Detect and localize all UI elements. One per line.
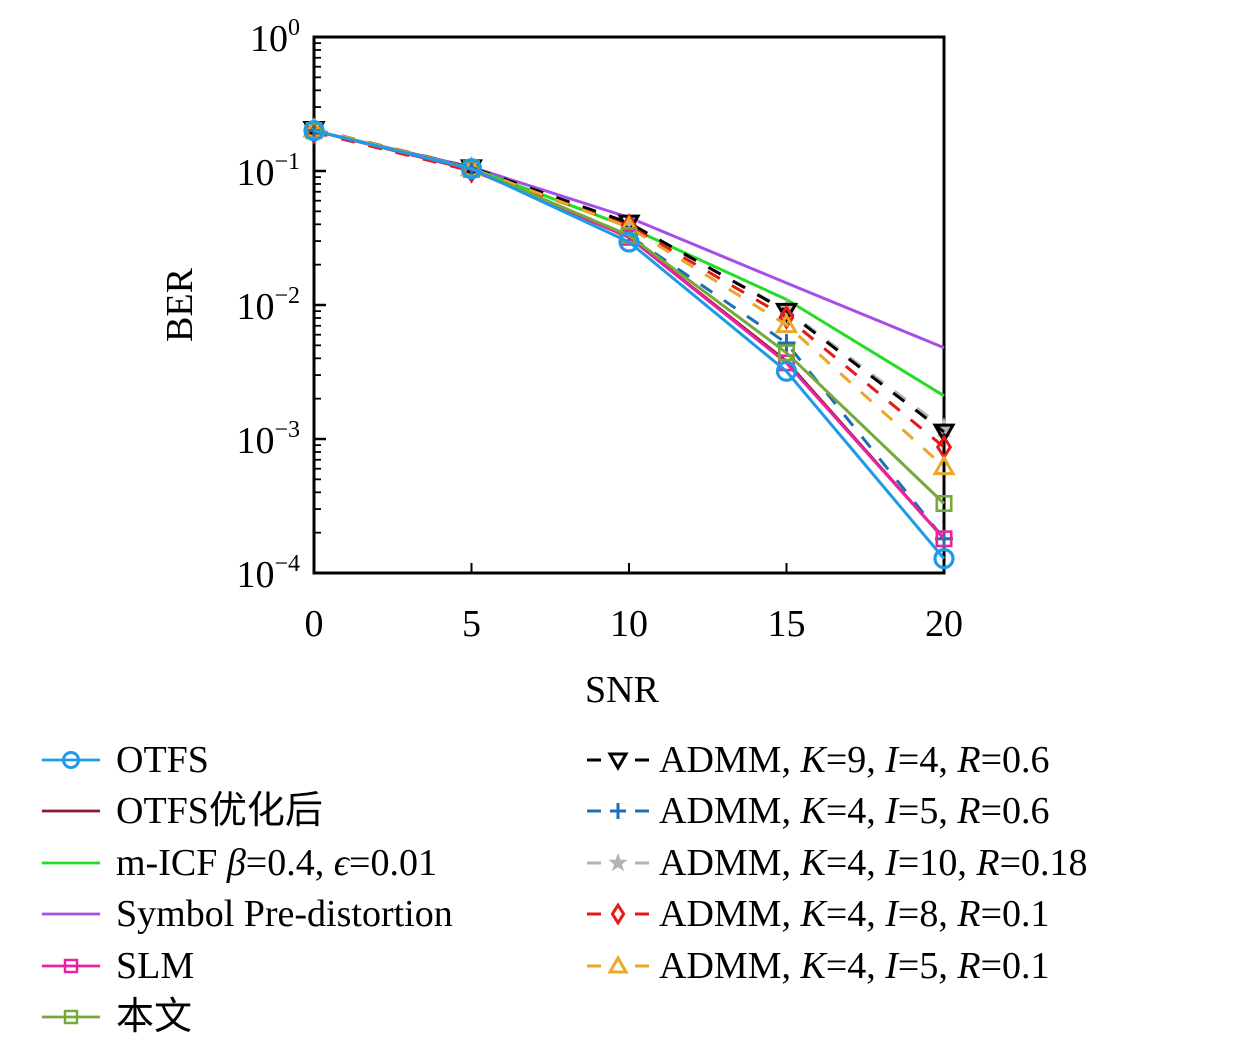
legend-label: OTFS优化后 xyxy=(116,792,323,830)
series-m-icf-0-4-0-01-2 xyxy=(314,131,944,396)
legend-swatch xyxy=(585,796,651,826)
series-layer xyxy=(305,119,954,567)
x-tick-label: 0 xyxy=(305,603,324,645)
series-otfs-1 xyxy=(314,131,944,539)
y-tick-label: 10−2 xyxy=(236,283,300,328)
legend-label: 本文 xyxy=(116,998,192,1036)
legend-swatch xyxy=(40,899,102,929)
legend-swatch xyxy=(40,1002,102,1032)
legend-item: m-ICF β=0.4, ϵ=0.01 xyxy=(40,837,453,889)
legend-label: ADMM, K=9, I=4, R=0.6 xyxy=(659,741,1050,779)
y-tick-label: 100 xyxy=(250,15,300,60)
series-line xyxy=(314,131,944,559)
legend-item: ADMM, K=4, I=8, R=0.1 xyxy=(585,889,1088,941)
legend-label: ADMM, K=4, I=8, R=0.1 xyxy=(659,895,1050,933)
legend-item: ADMM, K=4, I=10, R=0.18 xyxy=(585,837,1088,889)
legend-item: Symbol Pre-distortion xyxy=(40,889,453,941)
plot-frame xyxy=(314,37,944,573)
legend-swatch xyxy=(585,899,651,929)
legend-item: ADMM, K=4, I=5, R=0.6 xyxy=(585,786,1088,838)
legend-left: OTFS OTFS优化后 m-ICF β=0.4, ϵ=0.01 Symbol Pre… xyxy=(40,734,453,1043)
x-tick-label: 10 xyxy=(610,603,648,645)
legend-swatch xyxy=(585,745,651,775)
legend-label: m-ICF β=0.4, ϵ=0.01 xyxy=(116,844,437,882)
legend-label: Symbol Pre-distortion xyxy=(116,895,453,933)
series-line xyxy=(314,129,944,432)
legend-right: ADMM, K=9, I=4, R=0.6 ADMM, K=4, I=5, R=0… xyxy=(585,734,1088,992)
series-otfs-0 xyxy=(305,122,953,568)
y-axis-label: BER xyxy=(159,267,201,342)
x-tick-label: 5 xyxy=(462,603,481,645)
series-line xyxy=(314,132,944,447)
legend-marker-icon xyxy=(610,958,626,972)
legend-label: ADMM, K=4, I=5, R=0.6 xyxy=(659,792,1050,830)
legend-marker-icon xyxy=(610,854,627,870)
series-line xyxy=(314,131,944,539)
legend-item: 本文 xyxy=(40,992,453,1043)
ber-chart: 0 5 10 15 20 100 10−1 10−2 10−3 10−4 SNR BER xyxy=(0,0,1260,730)
series-admm-k-4-i-10-r-0-18-8 xyxy=(305,119,954,436)
legend-swatch xyxy=(40,951,102,981)
y-tick-label: 10−3 xyxy=(236,417,300,462)
series-line xyxy=(314,131,944,396)
y-tick-label: 10−1 xyxy=(236,149,300,194)
legend-marker-icon xyxy=(612,905,623,923)
legend-marker-icon xyxy=(610,803,626,819)
legend-item: SLM xyxy=(40,940,453,992)
x-axis-label: SNR xyxy=(585,669,660,711)
series-line xyxy=(314,131,944,539)
y-tick-label: 10−4 xyxy=(236,551,300,596)
legend-label: ADMM, K=4, I=5, R=0.1 xyxy=(659,947,1050,985)
legend-label: OTFS xyxy=(116,741,209,779)
x-tick-label: 20 xyxy=(925,603,963,645)
legend-label: ADMM, K=4, I=10, R=0.18 xyxy=(659,844,1088,882)
legend-label: SLM xyxy=(116,947,194,985)
series-line xyxy=(314,131,944,539)
legend-swatch xyxy=(585,951,651,981)
x-tick-label: 15 xyxy=(768,603,806,645)
legend-swatch xyxy=(40,848,102,878)
legend-item: ADMM, K=4, I=5, R=0.1 xyxy=(585,940,1088,992)
series-slm-4 xyxy=(307,123,951,546)
legend-swatch xyxy=(40,796,102,826)
series-line xyxy=(314,129,944,467)
legend-item: OTFS优化后 xyxy=(40,786,453,838)
legend-swatch xyxy=(40,745,102,775)
series-admm-k-4-i-8-r-0-1-9 xyxy=(308,122,951,457)
series-admm-k-9-i-4-r-0-6-6 xyxy=(305,122,953,440)
series-admm-k-4-i-5-r-0-6-7 xyxy=(305,122,953,548)
legend-swatch xyxy=(585,848,651,878)
axes: 0 5 10 15 20 100 10−1 10−2 10−3 10−4 xyxy=(236,15,963,645)
legend-marker-icon xyxy=(610,754,626,768)
legend-item: ADMM, K=9, I=4, R=0.6 xyxy=(585,734,1088,786)
legend-item: OTFS xyxy=(40,734,453,786)
